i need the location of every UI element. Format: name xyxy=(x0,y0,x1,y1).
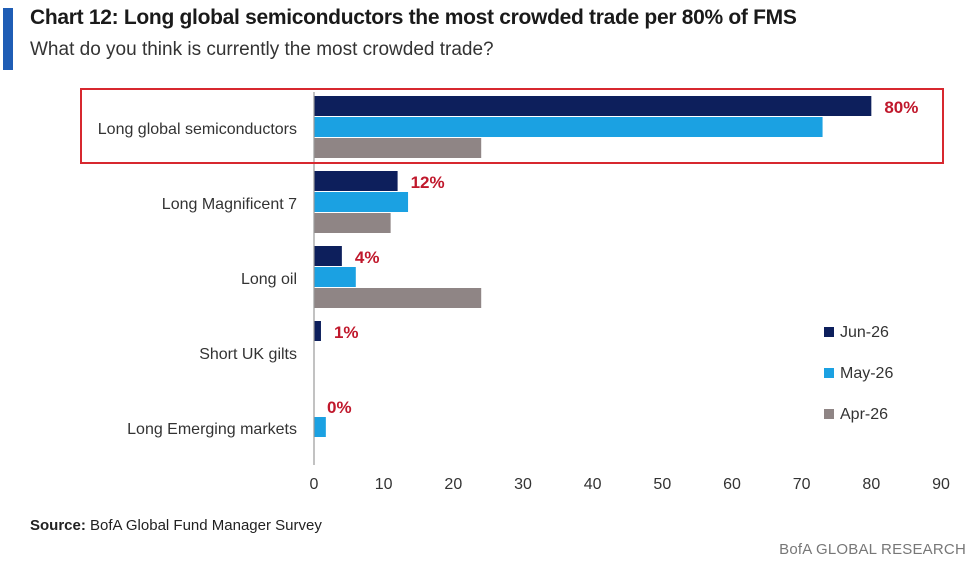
bar-jun-26 xyxy=(314,171,398,191)
legend-label: Apr-26 xyxy=(840,406,888,423)
data-label: 12% xyxy=(411,173,445,192)
legend-swatch xyxy=(824,368,834,378)
x-tick-label: 20 xyxy=(444,476,462,493)
x-tick-label: 30 xyxy=(514,476,532,493)
title-accent-bar xyxy=(3,8,13,70)
x-tick-label: 90 xyxy=(932,476,950,493)
bar-jun-26 xyxy=(314,246,342,266)
x-tick-label: 70 xyxy=(793,476,811,493)
source-text: BofA Global Fund Manager Survey xyxy=(85,517,322,534)
bar-may-26 xyxy=(314,417,326,437)
data-label: 1% xyxy=(334,323,359,342)
bar-jun-26 xyxy=(314,321,321,341)
category-label: Long global semiconductors xyxy=(98,121,297,138)
highlight-box xyxy=(80,88,944,164)
category-label: Short UK gilts xyxy=(199,346,297,363)
legend-swatch xyxy=(824,409,834,419)
bar-apr-26 xyxy=(314,288,482,308)
bar-may-26 xyxy=(314,267,356,287)
x-tick-label: 80 xyxy=(862,476,880,493)
legend-swatch xyxy=(824,327,834,337)
x-tick-label: 10 xyxy=(375,476,393,493)
category-label: Long oil xyxy=(241,271,297,288)
bar-apr-26 xyxy=(314,213,391,233)
source-label: Source: xyxy=(30,517,86,534)
brand-footer: BofA GLOBAL RESEARCH xyxy=(779,541,966,558)
bar-apr-26 xyxy=(314,138,482,158)
source-note: Source: BofA Global Fund Manager Survey xyxy=(30,517,322,534)
bar-may-26 xyxy=(314,117,823,137)
data-label: 80% xyxy=(884,98,918,117)
bar-jun-26 xyxy=(314,96,872,116)
category-label: Long Emerging markets xyxy=(127,421,297,438)
legend-label: Jun-26 xyxy=(840,324,889,341)
bar-may-26 xyxy=(314,192,409,212)
x-tick-label: 40 xyxy=(584,476,602,493)
chart-title: Chart 12: Long global semiconductors the… xyxy=(30,6,797,29)
x-tick-label: 0 xyxy=(310,476,319,493)
x-tick-label: 50 xyxy=(653,476,671,493)
category-label: Long Magnificent 7 xyxy=(162,196,297,213)
data-label: 0% xyxy=(327,398,352,417)
chart-subtitle: What do you think is currently the most … xyxy=(30,39,494,60)
x-tick-label: 60 xyxy=(723,476,741,493)
legend-label: May-26 xyxy=(840,365,893,382)
data-label: 4% xyxy=(355,248,380,267)
